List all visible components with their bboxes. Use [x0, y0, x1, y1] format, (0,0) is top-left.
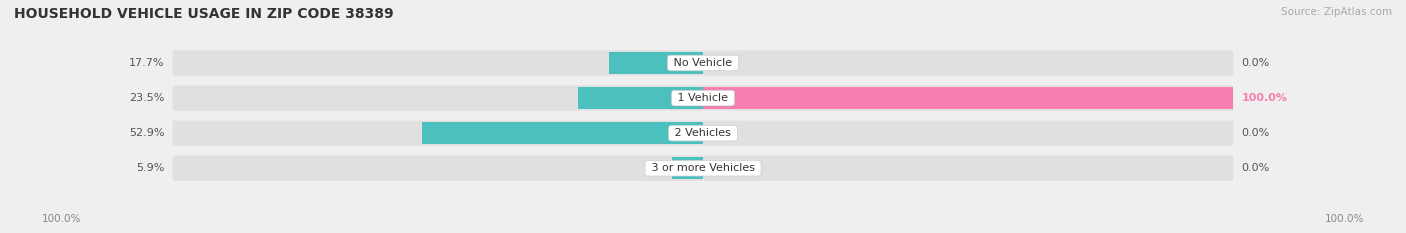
Bar [422, 122, 703, 144]
Text: HOUSEHOLD VEHICLE USAGE IN ZIP CODE 38389: HOUSEHOLD VEHICLE USAGE IN ZIP CODE 3838… [14, 7, 394, 21]
FancyBboxPatch shape [703, 156, 1233, 181]
Text: 100.0%: 100.0% [42, 214, 82, 224]
FancyBboxPatch shape [173, 120, 703, 146]
Text: No Vehicle: No Vehicle [671, 58, 735, 68]
FancyBboxPatch shape [173, 156, 703, 181]
FancyBboxPatch shape [173, 50, 703, 76]
FancyBboxPatch shape [703, 50, 1233, 76]
Bar [578, 87, 703, 109]
Text: 1 Vehicle: 1 Vehicle [675, 93, 731, 103]
Text: 2 Vehicles: 2 Vehicles [671, 128, 735, 138]
Text: 0.0%: 0.0% [1241, 58, 1270, 68]
Text: 0.0%: 0.0% [1241, 128, 1270, 138]
Text: 5.9%: 5.9% [136, 163, 165, 173]
FancyBboxPatch shape [703, 86, 1233, 111]
FancyBboxPatch shape [703, 120, 1233, 146]
Text: 0.0%: 0.0% [1241, 163, 1270, 173]
Bar [609, 52, 703, 74]
Text: 100.0%: 100.0% [1241, 93, 1288, 103]
Text: 3 or more Vehicles: 3 or more Vehicles [648, 163, 758, 173]
Text: 23.5%: 23.5% [129, 93, 165, 103]
FancyBboxPatch shape [173, 86, 703, 111]
Text: Source: ZipAtlas.com: Source: ZipAtlas.com [1281, 7, 1392, 17]
Text: 100.0%: 100.0% [1324, 214, 1364, 224]
Bar [672, 157, 703, 179]
Text: 52.9%: 52.9% [129, 128, 165, 138]
Bar [703, 87, 1233, 109]
Text: 17.7%: 17.7% [129, 58, 165, 68]
